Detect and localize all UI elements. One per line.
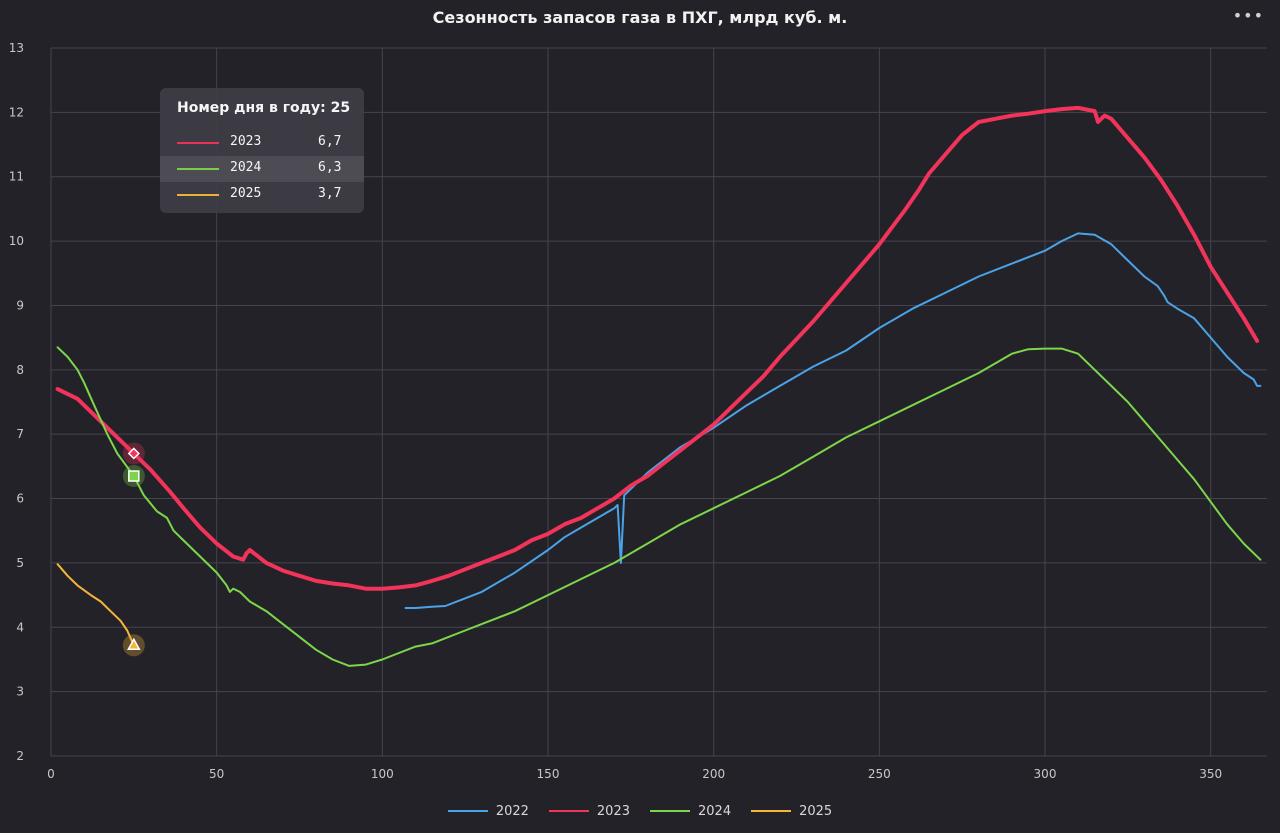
tooltip-swatch: [177, 142, 219, 144]
marker-2023[interactable]: [127, 447, 140, 460]
legend-item-2025[interactable]: 2025: [751, 801, 832, 821]
y-tick-label: 6: [16, 492, 24, 506]
marker-2025[interactable]: [127, 637, 141, 651]
x-tick-label: 300: [1034, 767, 1057, 781]
series-line-2025[interactable]: [56, 563, 135, 647]
x-tick-labels: 0 50 100 150 200 250 300 350: [47, 767, 1222, 781]
x-tick-label: 250: [868, 767, 891, 781]
tooltip-swatch: [177, 168, 219, 170]
tooltip-row-2023: 2023 6,7: [160, 130, 364, 156]
x-tick-label: 100: [371, 767, 394, 781]
tooltip-series-name: 2025: [230, 186, 262, 201]
series-line-2024[interactable]: [56, 346, 1262, 667]
legend-item-2023[interactable]: 2023: [548, 801, 630, 821]
y-tick-label: 8: [16, 363, 24, 377]
y-tick-label: 10: [9, 234, 24, 248]
y-tick-label: 12: [9, 105, 24, 119]
tooltip-series-name: 2023: [230, 134, 262, 149]
tooltip-header: Номер дня в году: 25: [177, 100, 351, 116]
y-tick-label: 5: [16, 556, 24, 570]
y-tick-label: 11: [9, 170, 24, 184]
marker-2024[interactable]: [128, 470, 140, 482]
y-tick-label: 7: [16, 427, 24, 441]
tooltip-swatch: [177, 194, 219, 196]
legend-item-2024[interactable]: 2024: [650, 801, 731, 821]
chart-title: Сезонность запасов газа в ПХГ, млрд куб.…: [432, 8, 848, 27]
more-horizontal-icon[interactable]: •••: [1232, 6, 1264, 25]
tooltip-series-value: 6,7: [318, 134, 342, 149]
tooltip-series-name: 2024: [230, 160, 262, 175]
y-tick-label: 13: [9, 41, 24, 55]
tooltip-series-value: 3,7: [318, 186, 342, 201]
highlight-markers: [122, 442, 145, 657]
tooltip: Номер дня в году: 25 2023 6,7 2024 6,3 2…: [160, 88, 364, 213]
x-tick-label: 50: [209, 767, 224, 781]
legend-label: 2024: [698, 803, 732, 819]
tooltip-series-value: 6,3: [318, 160, 342, 175]
y-tick-label: 4: [16, 620, 24, 634]
legend-swatch: [650, 810, 690, 812]
y-tick-label: 2: [16, 749, 24, 763]
legend-label: 2025: [799, 803, 833, 819]
legend-swatch: [548, 810, 589, 812]
legend-swatch: [751, 810, 792, 812]
legend: 2022 2023 2024 2025: [0, 801, 1280, 821]
y-tick-label: 3: [16, 685, 24, 699]
legend-item-2022[interactable]: 2022: [447, 801, 529, 821]
legend-swatch: [447, 810, 488, 812]
x-tick-label: 150: [537, 767, 560, 781]
x-tick-label: 200: [702, 767, 725, 781]
y-tick-labels: 2 3 4 5 6 7 8 9 10 11 12 13: [9, 41, 24, 763]
x-tick-label: 0: [47, 767, 55, 781]
series-line-2023[interactable]: [55, 105, 1260, 591]
series-line-2022[interactable]: [404, 232, 1262, 609]
series-lines: [55, 105, 1262, 667]
y-tick-label: 9: [16, 298, 24, 312]
tooltip-row-2024: 2024 6,3: [160, 156, 364, 182]
x-tick-label: 350: [1199, 767, 1222, 781]
legend-label: 2023: [596, 803, 630, 819]
legend-label: 2022: [495, 803, 529, 819]
tooltip-row-2025: 2025 3,7: [160, 182, 364, 208]
